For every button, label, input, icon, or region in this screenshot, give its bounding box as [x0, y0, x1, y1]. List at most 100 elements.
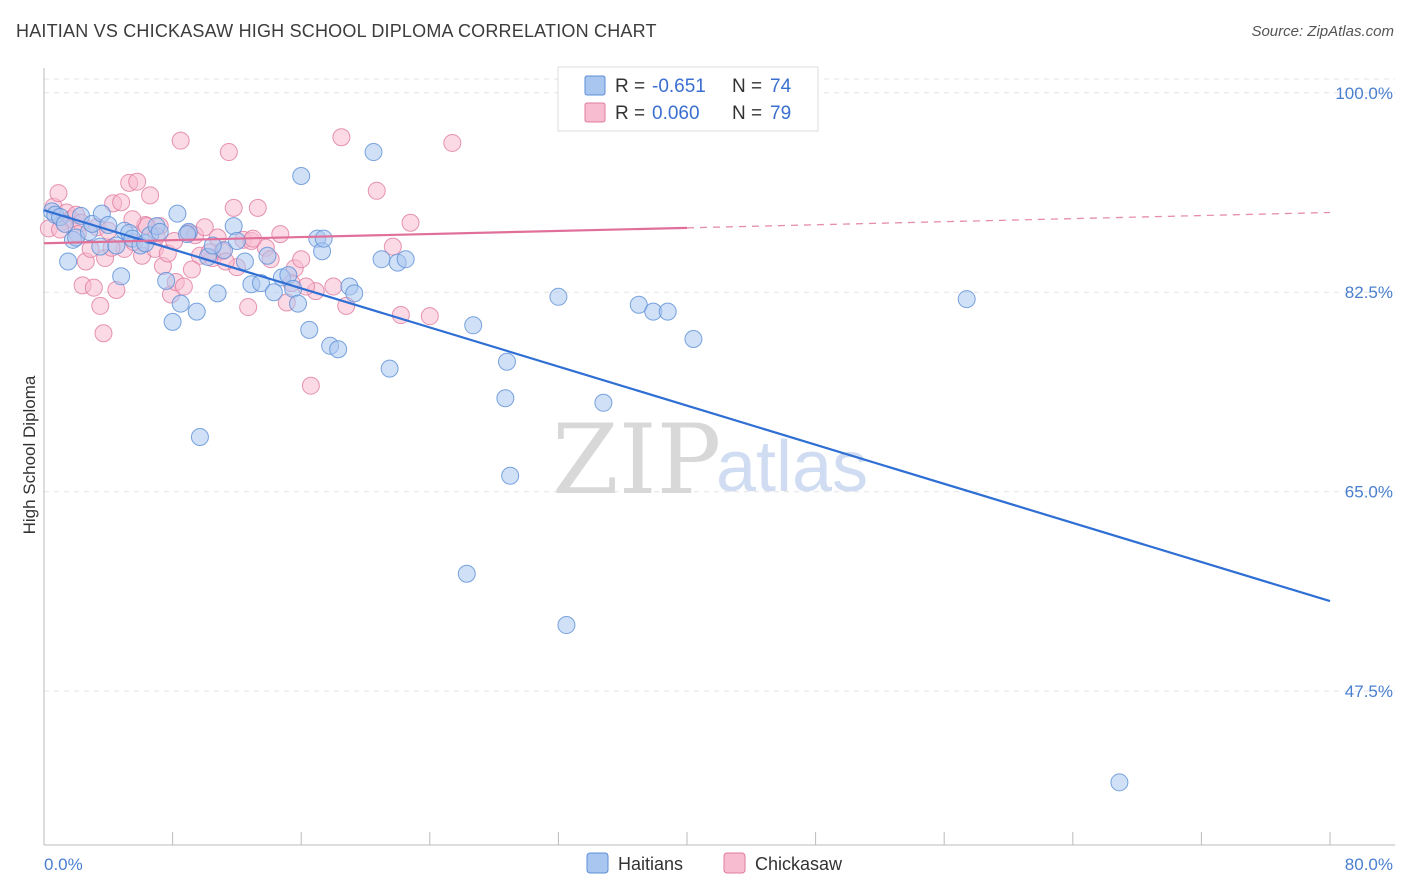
haitians-point-57	[457, 564, 476, 583]
haitians-point-4	[59, 252, 78, 271]
haitians-point-25	[168, 204, 187, 223]
chickasaw-point-42	[224, 198, 243, 217]
haitians-point-70	[957, 290, 976, 309]
haitians-point-37	[252, 274, 271, 293]
legend-swatch-chickasaw	[584, 102, 606, 123]
x-tick-label-0: 0.0%	[44, 855, 83, 874]
legend-r-value-1: -0.651	[652, 76, 706, 97]
chart-title: HAITIAN VS CHICKASAW HIGH SCHOOL DIPLOMA…	[16, 21, 657, 41]
chickasaw-point-63	[94, 324, 113, 343]
legend-n-label-2: N =	[732, 103, 762, 124]
haitians-point-60	[497, 352, 516, 371]
haitians-point-68	[684, 329, 703, 348]
bottom-legend-haitians: Haitians	[618, 854, 683, 874]
source-label: Source: ZipAtlas.com	[1251, 23, 1394, 40]
chickasaw-point-76	[324, 277, 343, 296]
gridlines	[44, 78, 1395, 692]
watermark: ZIP atlas	[552, 404, 868, 516]
chickasaw-point-33	[174, 277, 193, 296]
haitians-point-39	[264, 283, 283, 302]
axes	[43, 68, 1395, 846]
haitians-point-43	[288, 294, 307, 313]
haitians-point-64	[594, 393, 613, 412]
haitians-point-72	[203, 236, 222, 255]
haitians-point-35	[235, 252, 254, 271]
y-tick-label-1: 65.0%	[1345, 483, 1393, 502]
chickasaw-point-53	[301, 376, 320, 395]
haitians-point-26	[171, 294, 190, 313]
watermark-zip: ZIP	[552, 404, 721, 516]
haitians-point-62	[549, 287, 568, 306]
haitians-point-52	[364, 143, 383, 162]
bottom-legend-chickasaw: Chickasaw	[755, 854, 843, 874]
haitians-point-63	[557, 616, 576, 635]
chickasaw-point-41	[219, 143, 238, 162]
haitians-point-29	[190, 427, 209, 446]
haitians-point-44	[292, 166, 311, 185]
watermark-atlas: atlas	[716, 427, 868, 507]
y-axis-label: High School Diploma	[20, 375, 39, 534]
chickasaw-trend-solid	[43, 226, 688, 245]
haitians-point-54	[380, 359, 399, 378]
chickasaw-point-11	[84, 278, 103, 297]
chickasaw-point-49	[271, 225, 290, 244]
legend-n-label-1: N =	[732, 76, 762, 97]
chickasaw-point-68	[239, 298, 258, 317]
y-tick-label-2: 82.5%	[1345, 283, 1393, 302]
chickasaw-point-18	[112, 193, 131, 212]
haitians-point-53	[372, 250, 391, 269]
chickasaw-point-46	[248, 198, 267, 217]
chickasaw-point-62	[443, 133, 462, 152]
haitians-point-56	[396, 250, 415, 269]
haitians-point-22	[150, 222, 169, 241]
haitians-point-13	[107, 236, 126, 255]
haitians-trend-line	[43, 209, 1331, 603]
legend-r-value-2: 0.060	[652, 103, 700, 124]
haitians-point-59	[496, 389, 515, 408]
trend-lines	[43, 209, 1331, 603]
haitians-point-31	[208, 284, 227, 303]
y-tick-label-3: 100.0%	[1335, 84, 1393, 103]
chickasaw-point-52	[292, 250, 311, 269]
haitians-point-34	[227, 231, 246, 250]
chickasaw-point-61	[420, 307, 439, 326]
bottom-legend-swatch-chickasaw	[723, 852, 746, 874]
haitians-point-73	[178, 225, 197, 244]
haitians-point-71	[314, 229, 333, 248]
haitians-point-33	[224, 217, 243, 236]
chickasaw-point-25	[141, 186, 160, 205]
haitians-point-45	[300, 320, 319, 339]
chickasaw-point-60	[401, 213, 420, 232]
bottom-legend: Haitians Chickasaw	[586, 852, 843, 874]
haitians-point-24	[163, 312, 182, 331]
chickasaw-point-2	[49, 184, 68, 203]
haitians-point-58	[464, 316, 483, 335]
chickasaw-point-13	[91, 296, 110, 315]
chickasaw-trend-dashed	[686, 211, 1331, 229]
haitians-point-51	[345, 284, 364, 303]
haitians-point-14	[112, 267, 131, 286]
chickasaw-point-32	[171, 131, 190, 150]
y-tick-labels: 47.5% 65.0% 82.5% 100.0%	[1335, 84, 1393, 701]
legend: R = -0.651 N = 74 R = 0.060 N = 79	[557, 66, 819, 132]
haitians-point-3	[55, 214, 74, 233]
legend-n-value-1: 74	[770, 76, 792, 97]
haitians-point-65	[629, 295, 648, 314]
haitians-point-28	[187, 302, 206, 321]
legend-r-label-2: R =	[615, 103, 645, 124]
legend-r-label-1: R =	[615, 76, 645, 97]
x-tick-label-1: 80.0%	[1345, 855, 1393, 874]
x-tick-labels: 0.0% 80.0%	[44, 855, 1393, 874]
chickasaw-point-22	[128, 172, 147, 191]
legend-swatch-haitians	[584, 75, 606, 96]
chickasaw-point-57	[367, 181, 386, 200]
chickasaw-point-66	[182, 260, 201, 279]
haitians-point-69	[1110, 773, 1129, 792]
haitians-point-38	[258, 246, 277, 265]
y-tick-label-0: 47.5%	[1345, 682, 1393, 701]
bottom-legend-swatch-haitians	[586, 852, 609, 874]
chickasaw-point-55	[332, 128, 351, 147]
haitians-point-49	[329, 340, 348, 359]
legend-n-value-2: 79	[770, 103, 791, 124]
